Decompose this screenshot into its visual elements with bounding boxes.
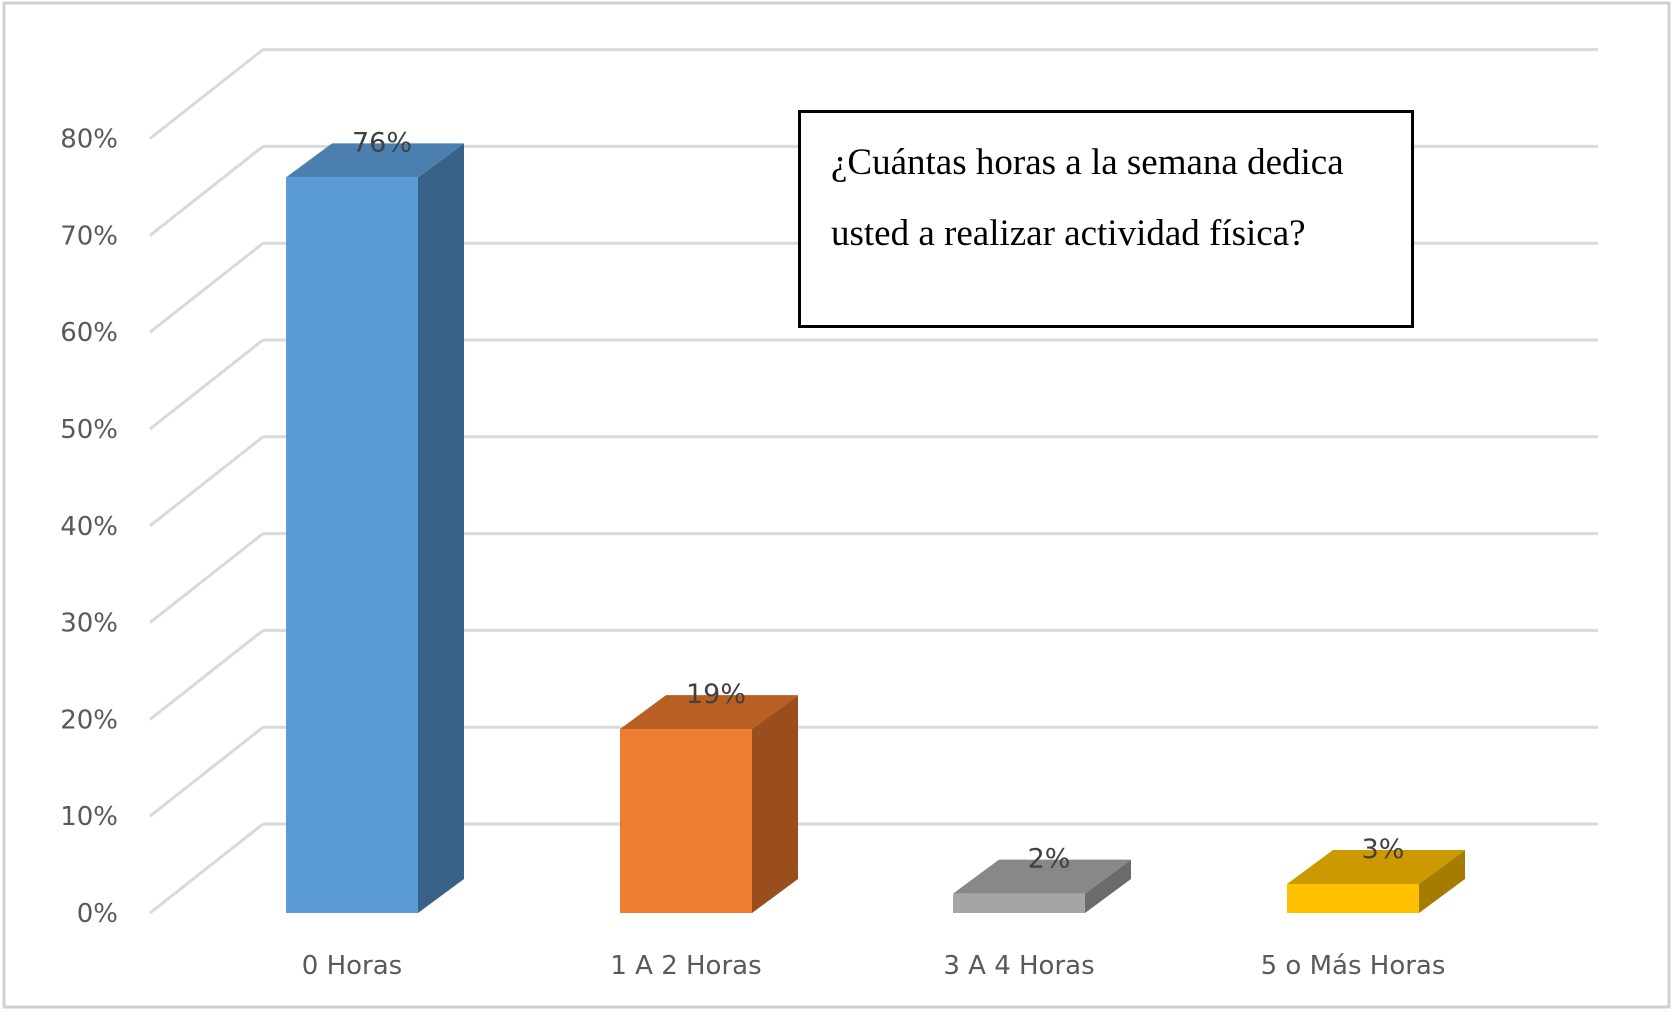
side-gridline [149, 629, 264, 721]
bar-front-face [286, 177, 418, 913]
bars [286, 143, 1465, 913]
data-label: 2% [1028, 844, 1071, 875]
bar-top-face [620, 695, 798, 730]
y-tick-label: 50% [60, 415, 118, 445]
y-tick-label: 40% [60, 512, 118, 542]
side-gridline [149, 48, 264, 140]
bar-3 [953, 859, 1131, 913]
x-axis-labels: 0 Horas 1 A 2 Horas 3 A 4 Horas 5 o Más Hor… [302, 951, 1446, 981]
side-gridline [149, 145, 264, 237]
bar-side-face [418, 143, 464, 913]
bar-front-face [953, 893, 1085, 913]
y-tick-label: 0% [77, 899, 118, 929]
category-label: 1 A 2 Horas [610, 951, 761, 981]
bar-side-face [1419, 849, 1465, 913]
data-label: 76% [352, 127, 412, 158]
bar-front-face [1287, 883, 1419, 913]
data-label: 19% [686, 679, 746, 710]
bar-4 [1287, 849, 1465, 913]
category-label: 0 Horas [302, 951, 402, 981]
bar-top-face [286, 143, 464, 178]
y-tick-label: 20% [60, 705, 118, 735]
side-gridline [149, 242, 264, 334]
bar-front-face [620, 729, 752, 913]
y-tick-label: 10% [60, 802, 118, 832]
bar-side-face [752, 695, 798, 913]
data-labels: 76% 19% 2% 3% [352, 127, 1404, 874]
bar-top-face [1287, 849, 1465, 884]
y-tick-label: 60% [60, 318, 118, 348]
y-tick-label: 80% [60, 125, 118, 155]
category-label: 3 A 4 Horas [943, 951, 1094, 981]
gridlines [149, 48, 1598, 915]
question-annotation-box: ¿Cuántas horas a la semana dedica usted … [798, 110, 1414, 328]
bar-top-face [953, 859, 1131, 894]
bar-1 [286, 143, 464, 913]
y-tick-label: 30% [60, 609, 118, 639]
side-gridline [149, 435, 264, 527]
side-gridline [149, 338, 264, 431]
y-axis-ticks: 0% 10% 20% 30% 40% 50% 60% 70% 80% [60, 125, 118, 929]
question-text: ¿Cuántas horas a la semana dedica usted … [831, 142, 1344, 254]
side-gridline [149, 532, 264, 624]
bar-side-face [1085, 859, 1131, 913]
category-label: 5 o Más Horas [1261, 951, 1446, 981]
data-label: 3% [1362, 834, 1405, 865]
y-tick-label: 70% [60, 221, 118, 251]
side-gridline [149, 726, 264, 818]
bar-2 [620, 695, 798, 913]
side-gridline [149, 822, 264, 915]
